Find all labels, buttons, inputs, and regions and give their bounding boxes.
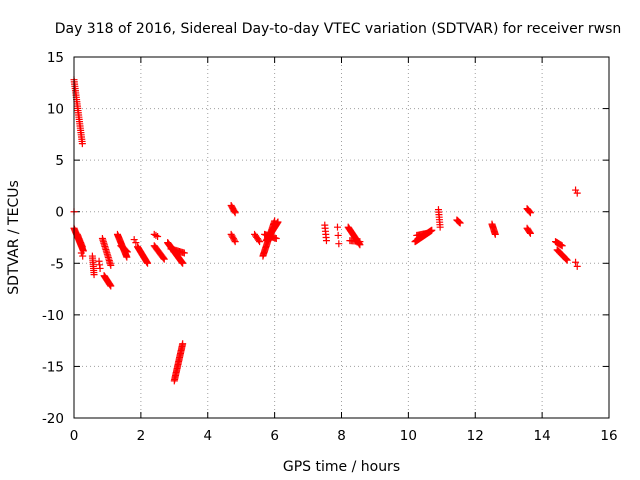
data-point [96, 264, 104, 272]
data-point [274, 218, 282, 226]
data-point [334, 231, 342, 239]
y-tick-label: 15 [47, 50, 64, 66]
data-point [526, 208, 534, 216]
data-point [79, 252, 87, 260]
chart-title: Day 318 of 2016, Sidereal Day-to-day VTE… [55, 21, 622, 37]
x-tick-label: 2 [137, 428, 146, 444]
x-tick-label: 16 [600, 428, 617, 444]
data-point [132, 239, 140, 247]
data-point [272, 235, 280, 243]
data-point [333, 223, 341, 231]
y-axis-label: SDTVAR / TECUs [6, 180, 22, 295]
data-point [154, 232, 162, 240]
y-tick-label: -5 [51, 256, 64, 272]
x-tick-label: 0 [70, 428, 79, 444]
x-tick-label: 8 [337, 428, 346, 444]
data-point [525, 207, 533, 215]
data-point [423, 229, 431, 237]
y-tick-label: -20 [42, 411, 64, 427]
data-point [491, 230, 499, 238]
data-point [455, 218, 463, 226]
x-tick-label: 4 [203, 428, 212, 444]
data-point [78, 140, 86, 148]
x-axis-label: GPS time / hours [283, 459, 400, 475]
data-point [179, 259, 187, 267]
y-tick-label: 5 [55, 153, 64, 169]
data-point [78, 243, 86, 251]
y-tick-label: 10 [47, 102, 64, 118]
data-point [356, 238, 364, 246]
data-point [231, 208, 238, 216]
data-point [179, 340, 187, 348]
x-tick-label: 14 [534, 428, 551, 444]
y-tick-label: 0 [55, 205, 64, 221]
data-point [526, 228, 534, 236]
data-point [573, 262, 581, 270]
x-tick-label: 10 [400, 428, 417, 444]
data-point [563, 256, 571, 264]
data-point [562, 255, 570, 263]
data-point [436, 223, 444, 231]
y-tick-label: -10 [42, 308, 64, 324]
data-point [123, 247, 131, 255]
data-point [558, 242, 566, 250]
data-point [526, 229, 534, 237]
data-point [428, 226, 436, 234]
data-point [322, 237, 330, 245]
data-point [562, 255, 570, 263]
data-point [107, 282, 115, 290]
data-point [152, 231, 160, 239]
data-point [231, 209, 239, 217]
data-point [572, 258, 580, 266]
data-point [130, 236, 138, 244]
data-point [90, 271, 98, 279]
y-tick-label: -15 [42, 359, 64, 375]
data-point [231, 238, 239, 246]
plot-frame [73, 56, 610, 419]
data-point [256, 238, 264, 246]
data-point [573, 189, 581, 197]
axis-ticks: 0 2 4 6 8 10 12 14 16 15 10 5 0 -5 -10 -15 -20 [42, 50, 618, 444]
data-point [77, 249, 85, 257]
data-point [107, 261, 115, 269]
data-point [456, 218, 464, 226]
data-point [160, 255, 168, 263]
data-point [230, 236, 238, 244]
data-point [160, 254, 168, 262]
data-point [255, 236, 263, 244]
data-point [180, 249, 188, 257]
data-points [70, 76, 581, 385]
data-point [124, 248, 131, 256]
data-point [526, 209, 534, 217]
data-point [335, 240, 343, 248]
x-tick-label: 6 [270, 428, 279, 444]
x-tick-label: 12 [467, 428, 484, 444]
data-point [144, 259, 152, 267]
data-point [572, 186, 580, 194]
data-point [123, 253, 131, 261]
data-point [456, 219, 464, 227]
